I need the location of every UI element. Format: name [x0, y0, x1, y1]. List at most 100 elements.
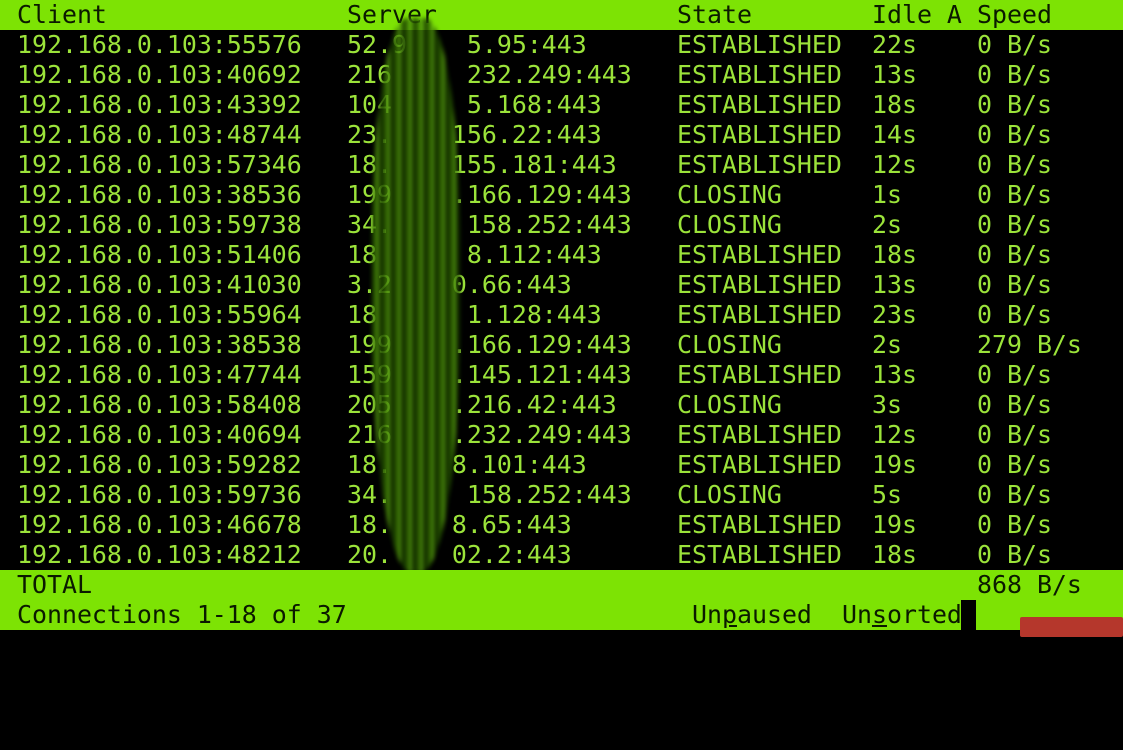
cell-idle: 13s: [872, 270, 917, 299]
status-bar: Connections 1-18 of 37 Unpaused Unsorted: [0, 600, 1123, 630]
cell-idle: 19s: [872, 450, 917, 479]
cell-idle: 3s: [872, 390, 902, 419]
cell-state: ESTABLISHED: [677, 360, 842, 389]
cell-server: 18 8.112:443: [347, 240, 602, 269]
cell-speed: 0 B/s: [977, 450, 1052, 479]
cell-client: 192.168.0.103:59736: [17, 480, 302, 509]
cell-server: 20. 02.2:443: [347, 540, 572, 569]
pause-toggle[interactable]: Unpaused: [692, 600, 812, 630]
cell-client: 192.168.0.103:48744: [17, 120, 302, 149]
cell-server: 23. 156.22:443: [347, 120, 602, 149]
table-row[interactable]: 192.168.0.103:40694 216 .232.249:443 ESTAB…: [0, 420, 1123, 450]
cell-state: ESTABLISHED: [677, 450, 842, 479]
table-row[interactable]: 192.168.0.103:59282 18. 8.101:443 ESTABLIS…: [0, 450, 1123, 480]
cell-idle: 2s: [872, 210, 902, 239]
cell-client: 192.168.0.103:51406: [17, 240, 302, 269]
cell-client: 192.168.0.103:55576: [17, 30, 302, 59]
table-row[interactable]: 192.168.0.103:57346 18. 155.181:443 ESTABL…: [0, 150, 1123, 180]
table-row[interactable]: 192.168.0.103:48212 20. 02.2:443 ESTABLISH…: [0, 540, 1123, 570]
header-idle: Idle A: [872, 0, 962, 29]
cell-speed: 0 B/s: [977, 30, 1052, 59]
header-server: Server: [347, 0, 437, 29]
header-client: Client: [17, 0, 107, 29]
cell-speed: 0 B/s: [977, 60, 1052, 89]
table-row[interactable]: 192.168.0.103:51406 18 8.112:443 ESTABLISH…: [0, 240, 1123, 270]
cell-state: ESTABLISHED: [677, 540, 842, 569]
cell-server: 205 .216.42:443: [347, 390, 617, 419]
cell-idle: 12s: [872, 150, 917, 179]
cell-client: 192.168.0.103:41030: [17, 270, 302, 299]
cell-state: CLOSING: [677, 210, 782, 239]
column-header-row: Client Server State Idle A Speed: [0, 0, 1123, 30]
cell-client: 192.168.0.103:59738: [17, 210, 302, 239]
cell-server: 216 .232.249:443: [347, 420, 632, 449]
cell-idle: 1s: [872, 180, 902, 209]
cell-speed: 0 B/s: [977, 90, 1052, 119]
cell-state: ESTABLISHED: [677, 120, 842, 149]
cell-server: 199 .166.129:443: [347, 180, 632, 209]
cell-state: ESTABLISHED: [677, 60, 842, 89]
sort-text: Un: [842, 600, 872, 629]
cell-speed: 0 B/s: [977, 270, 1052, 299]
cell-idle: 13s: [872, 60, 917, 89]
cell-idle: 18s: [872, 240, 917, 269]
cell-idle: 2s: [872, 330, 902, 359]
cell-state: ESTABLISHED: [677, 510, 842, 539]
table-row[interactable]: 192.168.0.103:46678 18. 8.65:443 ESTABLISH…: [0, 510, 1123, 540]
cell-idle: 18s: [872, 90, 917, 119]
cell-state: CLOSING: [677, 390, 782, 419]
table-row[interactable]: 192.168.0.103:58408 205 .216.42:443 CLOSIN…: [0, 390, 1123, 420]
header-state: State: [677, 0, 752, 29]
sort-toggle[interactable]: Unsorted: [842, 600, 962, 630]
cell-idle: 18s: [872, 540, 917, 569]
cell-server: 18 1.128:443: [347, 300, 602, 329]
pause-text: Un: [692, 600, 722, 629]
cell-state: CLOSING: [677, 330, 782, 359]
cell-client: 192.168.0.103:55964: [17, 300, 302, 329]
table-row[interactable]: 192.168.0.103:55576 52.9 5.95:443 ESTABLIS…: [0, 30, 1123, 60]
cell-speed: 0 B/s: [977, 540, 1052, 569]
table-row[interactable]: 192.168.0.103:38538 199 .166.129:443 CLOSI…: [0, 330, 1123, 360]
cell-speed: 279 B/s: [977, 330, 1082, 359]
cell-state: ESTABLISHED: [677, 240, 842, 269]
table-row[interactable]: 192.168.0.103:48744 23. 156.22:443 ESTABLI…: [0, 120, 1123, 150]
cell-state: ESTABLISHED: [677, 270, 842, 299]
table-row[interactable]: 192.168.0.103:43392 104 5.168:443 ESTABLIS…: [0, 90, 1123, 120]
table-row[interactable]: 192.168.0.103:38536 199 .166.129:443 CLOSI…: [0, 180, 1123, 210]
pause-hotkey: p: [721, 600, 737, 629]
sort-text: orted: [886, 600, 962, 629]
table-row[interactable]: 192.168.0.103:41030 3.2 0.66:443 ESTABLISH…: [0, 270, 1123, 300]
cell-speed: 0 B/s: [977, 390, 1052, 419]
cell-idle: 12s: [872, 420, 917, 449]
cell-server: 3.2 0.66:443: [347, 270, 572, 299]
cell-idle: 5s: [872, 480, 902, 509]
terminal-cursor: [961, 600, 976, 630]
cell-state: ESTABLISHED: [677, 90, 842, 119]
cell-state: CLOSING: [677, 180, 782, 209]
cell-idle: 19s: [872, 510, 917, 539]
cell-idle: 13s: [872, 360, 917, 389]
cell-speed: 0 B/s: [977, 360, 1052, 389]
total-label: TOTAL: [17, 570, 92, 599]
cell-server: 18. 8.101:443: [347, 450, 587, 479]
cell-state: ESTABLISHED: [677, 150, 842, 179]
cell-client: 192.168.0.103:57346: [17, 150, 302, 179]
table-row[interactable]: 192.168.0.103:40692 216 232.249:443 ESTABL…: [0, 60, 1123, 90]
cell-client: 192.168.0.103:59282: [17, 450, 302, 479]
cell-server: 34. 158.252:443: [347, 480, 632, 509]
cell-idle: 23s: [872, 300, 917, 329]
cell-server: 18. 8.65:443: [347, 510, 572, 539]
cell-server: 34. 158.252:443: [347, 210, 632, 239]
cell-speed: 0 B/s: [977, 180, 1052, 209]
table-row[interactable]: 192.168.0.103:59738 34. 158.252:443 CLOSIN…: [0, 210, 1123, 240]
table-row[interactable]: 192.168.0.103:59736 34. 158.252:443 CLOSIN…: [0, 480, 1123, 510]
cell-idle: 14s: [872, 120, 917, 149]
cell-client: 192.168.0.103:47744: [17, 360, 302, 389]
table-row[interactable]: 192.168.0.103:55964 18 1.128:443 ESTABLISH…: [0, 300, 1123, 330]
cell-speed: 0 B/s: [977, 510, 1052, 539]
cell-client: 192.168.0.103:38538: [17, 330, 302, 359]
cell-client: 192.168.0.103:48212: [17, 540, 302, 569]
cell-speed: 0 B/s: [977, 420, 1052, 449]
table-row[interactable]: 192.168.0.103:47744 159 .145.121:443 ESTAB…: [0, 360, 1123, 390]
cell-server: 216 232.249:443: [347, 60, 632, 89]
